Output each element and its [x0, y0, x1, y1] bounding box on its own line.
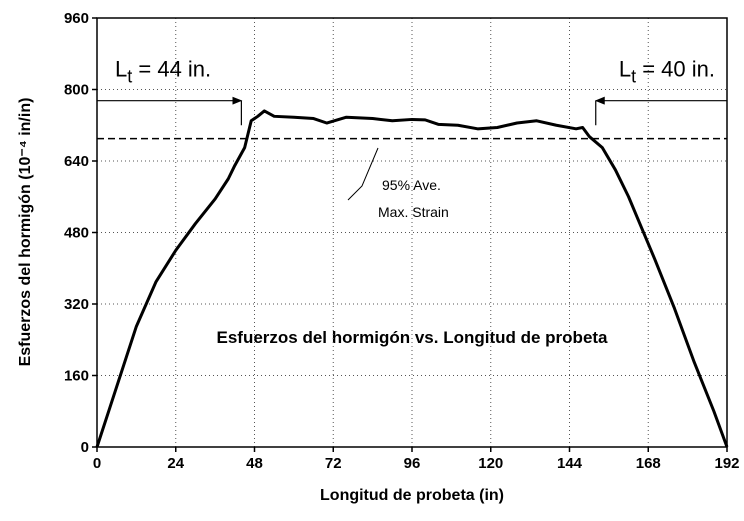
- x-tick-label: 0: [93, 455, 101, 472]
- x-tick-label: 48: [246, 455, 263, 472]
- y-tick-label: 640: [64, 153, 89, 170]
- y-tick-label: 160: [64, 368, 89, 385]
- x-tick-label: 192: [714, 455, 739, 472]
- y-tick-label: 480: [64, 225, 89, 242]
- chart-title: Esfuerzos del hormigón vs. Longitud de p…: [216, 328, 608, 347]
- y-tick-label: 320: [64, 296, 89, 313]
- x-tick-label: 168: [636, 455, 661, 472]
- span-label-sub: t: [631, 67, 636, 87]
- span-label-rest: = 44 in.: [132, 57, 211, 82]
- plot-frame: [96, 17, 728, 448]
- x-tick-label: 96: [404, 455, 421, 472]
- span-label-main: L: [115, 57, 127, 82]
- x-axis-label: Longitud de probeta (in): [320, 487, 504, 504]
- x-tick-label: 144: [557, 455, 583, 472]
- y-tick-label: 960: [64, 10, 89, 27]
- y-axis-label: Esfuerzos del hormigón (10⁻⁴ in/in): [17, 98, 34, 367]
- reference-label: 95% Ave.: [382, 177, 441, 193]
- y-tick-label: 800: [64, 82, 89, 99]
- span-label: Lt = 40 in.: [619, 57, 715, 87]
- reference-label: Max. Strain: [378, 204, 449, 220]
- span-label-sub: t: [127, 67, 132, 87]
- y-tick-label: 0: [81, 439, 89, 456]
- span-label: Lt = 44 in.: [115, 57, 211, 87]
- x-tick-label: 120: [478, 455, 503, 472]
- x-tick-label: 24: [167, 455, 184, 472]
- span-label-rest: = 40 in.: [636, 57, 715, 82]
- pointer-line: [347, 147, 379, 201]
- span-label-main: L: [619, 57, 631, 82]
- x-tick-label: 72: [325, 455, 342, 472]
- data-line: [95, 109, 729, 448]
